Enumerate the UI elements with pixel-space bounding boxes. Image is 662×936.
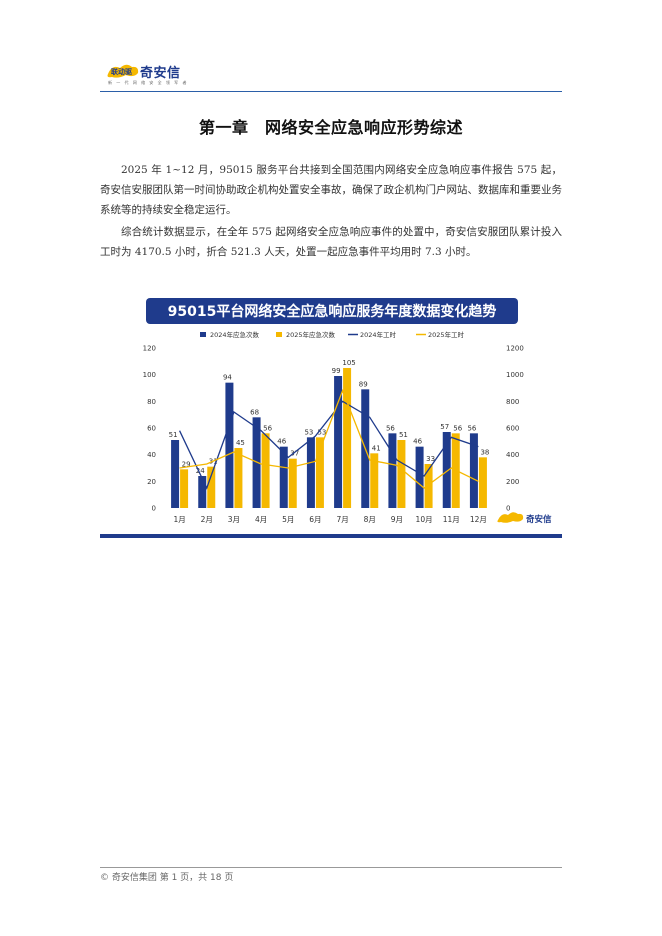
bar-2024: [171, 440, 180, 508]
bar-2025: [397, 440, 406, 508]
chart-watermark-brand: 奇安信: [526, 514, 552, 525]
bar-data-label: 37: [290, 450, 299, 458]
bar-2024: [415, 446, 424, 508]
brand-logo-icon: 联动驱: [107, 64, 139, 78]
y-right-tick: 200: [506, 478, 519, 486]
y-left-tick: 60: [147, 425, 156, 433]
x-tick-label: 10月: [416, 515, 433, 524]
bar-2025: [288, 458, 297, 508]
bar-data-label: 33: [426, 455, 435, 463]
bar-2025: [370, 453, 379, 508]
bar-data-label: 56: [263, 424, 272, 432]
line-series-2025: [179, 388, 479, 489]
header-divider: [100, 91, 562, 92]
y-left-tick: 80: [147, 398, 156, 406]
y-right-tick: 400: [506, 451, 519, 459]
x-tick-label: 1月: [173, 515, 185, 524]
bar-2025: [234, 448, 243, 508]
y-right-tick: 600: [506, 425, 519, 433]
bar-2025: [343, 368, 352, 508]
y-left-tick: 100: [143, 371, 156, 379]
bar-data-label: 57: [440, 423, 449, 431]
y-right-tick: 1000: [506, 371, 524, 379]
bar-data-label: 53: [317, 428, 326, 436]
page-header: 联动驱 奇安信 新 一 代 网 络 安 全 领 军 者: [100, 58, 562, 92]
bar-data-label: 94: [223, 374, 232, 382]
bar-2024: [306, 437, 315, 508]
legend-swatch-2: [276, 332, 282, 337]
x-tick-label: 8月: [364, 515, 376, 524]
chart-figure: 95015平台网络安全应急响应服务年度数据变化趋势 2024年应急次数 2025年应…: [100, 290, 562, 538]
y-left-tick: 40: [147, 451, 156, 459]
chart-title-banner: [146, 298, 518, 324]
legend-swatch-1: [200, 332, 206, 337]
brand-tagline: 新 一 代 网 络 安 全 领 军 者: [108, 80, 188, 85]
bar-2025: [424, 464, 433, 508]
bar-2024: [198, 476, 207, 508]
bar-data-label: 105: [342, 359, 355, 367]
legend-label-1: 2024年应急次数: [210, 330, 260, 339]
bar-2024: [442, 432, 451, 508]
x-tick-label: 12月: [470, 515, 487, 524]
bar-data-label: 56: [453, 424, 462, 432]
chart-watermark-icon: [497, 512, 524, 523]
bar-data-label: 68: [250, 408, 259, 416]
line-series-2024: [178, 400, 479, 490]
paragraph-1: 2025 年 1~12 月，95015 服务平台共接到全国范围内网络安全应急响应…: [100, 164, 562, 216]
bar-data-label: 46: [413, 438, 422, 446]
x-tick-label: 5月: [282, 515, 294, 524]
x-tick-label: 6月: [309, 515, 321, 524]
chapter-title: 第一章 网络安全应急响应形势综述: [198, 118, 463, 137]
bar-data-label: 41: [372, 444, 381, 452]
x-tick-label: 3月: [228, 515, 240, 524]
bar-data-label: 45: [236, 439, 245, 447]
x-tick-label: 7月: [336, 515, 348, 524]
bar-data-label: 99: [332, 367, 341, 375]
bar-data-label: 38: [480, 448, 489, 456]
legend-label-2: 2025年应急次数: [286, 330, 336, 339]
y-right-tick: 0: [506, 505, 510, 513]
bar-data-label: 46: [277, 438, 286, 446]
bar-data-label: 53: [304, 428, 313, 436]
logo-mark-text: 联动驱: [111, 67, 132, 76]
bar-2024: [279, 446, 288, 508]
bar-data-label: 89: [359, 380, 368, 388]
x-tick-label: 11月: [443, 515, 460, 524]
paragraph-2: 综合统计数据显示，在全年 575 起网络安全应急响应事件的处置中，奇安信安服团队…: [100, 226, 562, 258]
bar-data-label: 56: [467, 424, 476, 432]
y-left-tick: 20: [147, 478, 156, 486]
bar-2024: [388, 433, 397, 508]
bar-data-label: 51: [169, 431, 178, 439]
page-footer: © 奇安信集团 第 1 页，共 18 页: [100, 873, 234, 883]
bar-2025: [478, 457, 487, 508]
bar-data-label: 56: [386, 424, 395, 432]
brand-name: 奇安信: [140, 66, 181, 81]
chart-title: 95015平台网络安全应急响应服务年度数据变化趋势: [168, 303, 497, 320]
bar-2025: [261, 433, 270, 508]
bar-2024: [469, 433, 478, 508]
chart-bottom-bar: [100, 534, 562, 538]
bar-2025: [180, 469, 189, 508]
bar-data-label: 51: [399, 431, 408, 439]
y-right-tick: 800: [506, 398, 519, 406]
bar-2024: [334, 376, 343, 508]
x-tick-label: 4月: [255, 515, 267, 524]
x-tick-label: 2月: [201, 515, 213, 524]
bar-2024: [225, 382, 234, 508]
y-left-tick: 120: [143, 345, 156, 353]
bar-data-label: 29: [182, 460, 191, 468]
y-left-tick: 0: [152, 505, 156, 513]
trend-chart: 95015平台网络安全应急响应服务年度数据变化趋势 2024年应急次数 2025年应…: [100, 298, 562, 538]
footer-divider: [100, 867, 562, 868]
bar-data-label: 24: [196, 467, 205, 475]
bar-2025: [207, 466, 216, 508]
x-tick-label: 9月: [391, 515, 403, 524]
bar-2025: [315, 437, 324, 508]
legend-label-3: 2024年工时: [360, 330, 397, 339]
y-right-tick: 1200: [506, 345, 524, 353]
legend-label-4: 2025年工时: [428, 330, 465, 339]
